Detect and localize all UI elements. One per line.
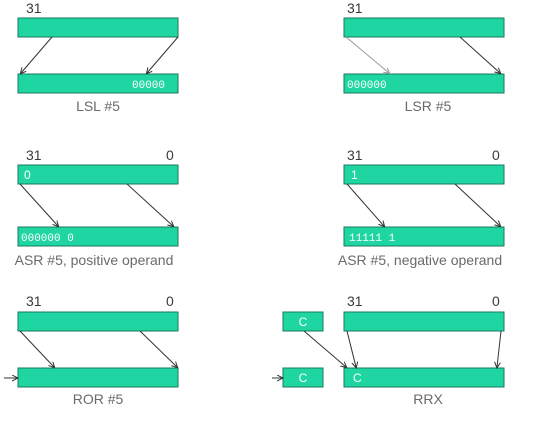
result-register [17,367,179,388]
bit-31-label: 31 [26,0,42,16]
shift-arrow-left [21,36,53,73]
source-register [343,164,505,185]
bit-31-label: 31 [347,0,363,16]
panel-asr-negative: 31 0 1 11111 1 ASR #5, negative operand [338,147,505,268]
result-register [343,226,505,247]
panel-lsl: 31 00000 LSL #5 [17,0,179,114]
shift-arrow-left [345,36,389,73]
bit-31-label: 31 [347,147,363,163]
caption: ROR #5 [73,391,124,407]
bit-31-label: 31 [26,293,42,309]
bit-0-label: 0 [492,147,500,163]
shift-arrow-right [459,36,500,73]
caption: ASR #5, positive operand [15,252,174,268]
shift-arrow-left [19,183,58,226]
caption: ASR #5, negative operand [338,252,502,268]
caption: LSL #5 [76,98,120,114]
panel-ror: 31 0 ROR #5 [4,293,178,407]
source-register [17,17,179,38]
panel-asr-positive: 31 0 0 000000 0 ASR #5, positive operand [15,147,179,268]
source-register [343,311,505,332]
source-register [17,164,179,185]
result-register [343,73,505,94]
carry-flag-label: C [299,315,308,329]
shift-arrow-right [139,330,177,367]
result-register [343,367,505,388]
fill-bits: 00000 [132,80,165,92]
carry-flag-box [282,311,324,332]
source-register [17,311,179,332]
bit-0-label: 0 [166,147,174,163]
shift-arrow-left [346,183,384,226]
fill-bits: 11111 1 [349,233,396,245]
caption: LSR #5 [405,98,452,114]
bit-0-label: 0 [492,293,500,309]
shift-arrow-right [497,330,502,367]
shift-arrow-right [454,183,500,226]
shift-arrow-right [147,36,179,73]
sign-bit: 0 [24,168,31,182]
result-carry-in: C [353,371,362,385]
shift-arrow-left [19,330,54,367]
bit-31-label: 31 [347,293,363,309]
shift-arrow-left [346,330,356,367]
fill-bits: 000000 0 [21,233,74,245]
shift-arrow-right [126,183,173,226]
fill-bits: 000000 [347,80,387,92]
panel-lsr: 31 000000 LSR #5 [343,0,505,114]
result-register [17,73,179,94]
source-register [343,17,505,38]
bit-0-label: 0 [166,293,174,309]
carry-in-arrow [303,330,346,367]
caption: RRX [413,391,443,407]
sign-bit: 1 [351,168,358,182]
result-register [17,226,179,247]
panel-rrx: C C 31 0 C RRX [272,293,505,407]
carry-out-label: C [299,371,308,385]
bit-31-label: 31 [26,147,42,163]
